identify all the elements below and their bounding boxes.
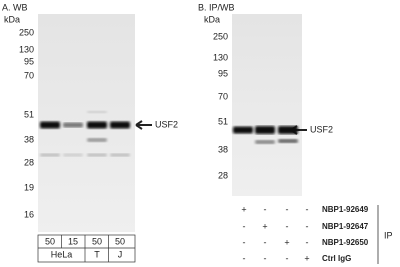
sign: - xyxy=(264,253,267,263)
band xyxy=(278,126,298,134)
band xyxy=(87,138,107,142)
cell-line-label: J xyxy=(118,249,123,259)
marker-label: 130 xyxy=(213,52,228,62)
load-label: 50 xyxy=(45,236,55,246)
antibody-name: Ctrl IgG xyxy=(322,254,351,263)
unit-label: kDa xyxy=(4,14,20,24)
band xyxy=(63,153,83,157)
band xyxy=(87,121,107,129)
ip-label: IP xyxy=(384,230,393,240)
panel-title: B. IP/WB xyxy=(198,2,235,12)
panel-title: A. WB xyxy=(2,2,28,12)
marker-label: 51 xyxy=(24,109,34,119)
sign: + xyxy=(304,253,309,263)
unit-label: kDa xyxy=(204,14,220,24)
band xyxy=(63,122,83,128)
marker-label: 70 xyxy=(24,70,34,80)
band xyxy=(255,126,275,134)
sign: - xyxy=(306,204,309,214)
sign: - xyxy=(243,253,246,263)
arrow xyxy=(135,120,152,130)
band xyxy=(110,121,130,129)
marker-label: 28 xyxy=(24,157,34,167)
target-label: USF2 xyxy=(310,124,333,134)
sign: - xyxy=(264,237,267,247)
sign: - xyxy=(286,204,289,214)
sign: - xyxy=(306,221,309,231)
marker-label: 38 xyxy=(218,144,228,154)
load-label: 50 xyxy=(115,236,125,246)
antibody-name: NBP1-92647 xyxy=(322,222,369,231)
sign: - xyxy=(243,221,246,231)
band xyxy=(87,110,107,114)
band xyxy=(40,121,60,129)
marker-label: 19 xyxy=(24,182,34,192)
band xyxy=(110,153,130,157)
band xyxy=(278,139,298,143)
band xyxy=(233,126,253,134)
band xyxy=(40,153,60,157)
sign: - xyxy=(243,237,246,247)
sign: - xyxy=(286,253,289,263)
marker-label: 38 xyxy=(24,134,34,144)
lane-table xyxy=(37,234,136,263)
marker-label: 51 xyxy=(218,116,228,126)
target-label: USF2 xyxy=(155,119,178,129)
sign: + xyxy=(241,204,246,214)
sign: - xyxy=(264,204,267,214)
band xyxy=(255,140,275,144)
blot-b xyxy=(232,14,302,196)
antibody-name: NBP1-92650 xyxy=(322,238,369,247)
marker-label: 130 xyxy=(19,44,34,54)
marker-label: 95 xyxy=(218,68,228,78)
sign: - xyxy=(306,237,309,247)
sign: - xyxy=(286,221,289,231)
marker-label: 16 xyxy=(24,209,34,219)
marker-label: 250 xyxy=(19,27,34,37)
cell-line-label: HeLa xyxy=(51,249,73,259)
band xyxy=(87,153,107,157)
marker-label: 70 xyxy=(218,91,228,101)
load-label: 50 xyxy=(92,236,102,246)
sign: + xyxy=(284,237,289,247)
sign: + xyxy=(262,221,267,231)
cell-line-label: T xyxy=(94,249,100,259)
marker-label: 28 xyxy=(218,170,228,180)
marker-label: 250 xyxy=(213,31,228,41)
load-label: 15 xyxy=(68,236,78,246)
marker-label: 95 xyxy=(24,56,34,66)
antibody-name: NBP1-92649 xyxy=(322,205,369,214)
